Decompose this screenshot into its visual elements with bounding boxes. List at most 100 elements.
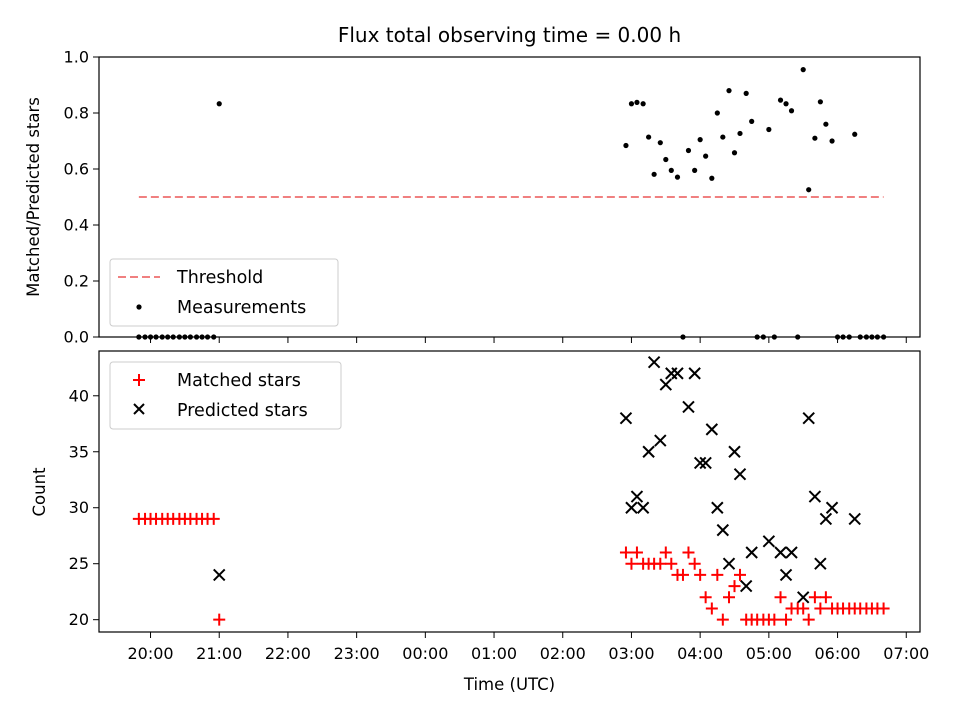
ratio-y-tick-label: 0.2	[64, 272, 89, 291]
matched-star-point	[207, 512, 220, 525]
measurement-point	[783, 101, 789, 107]
x-tick-label: 01:00	[471, 644, 517, 663]
predicted-star-point	[625, 501, 638, 514]
matched-star-point	[774, 591, 787, 604]
matched-star-point	[723, 591, 736, 604]
measurement-point	[852, 131, 858, 137]
ratio-y-tick-label: 0.8	[64, 104, 89, 123]
matched-star-point	[654, 557, 667, 570]
legend-predicted-label: Predicted stars	[177, 401, 308, 421]
predicted-star-point	[647, 355, 661, 369]
predicted-star-point	[636, 501, 650, 514]
predicted-star-point	[682, 400, 695, 414]
predicted-star-point	[642, 445, 655, 458]
x-tick-label: 23:00	[334, 644, 380, 663]
predicted-star-point	[728, 445, 741, 458]
legend-measurements-label: Measurements	[177, 298, 306, 318]
x-tick-label: 21:00	[196, 644, 242, 663]
matched-star-point	[716, 613, 729, 626]
matched-star-point	[768, 613, 781, 626]
measurement-point	[829, 138, 835, 144]
x-tick-label: 07:00	[883, 644, 929, 663]
matched-star-point	[676, 568, 689, 581]
measurement-point	[703, 153, 709, 159]
predicted-star-point	[808, 490, 822, 503]
measurement-point	[777, 97, 784, 103]
predicted-star-point	[705, 423, 719, 436]
matched-star-point	[728, 580, 741, 593]
measurement-point	[651, 171, 657, 177]
measurement-point	[766, 126, 772, 133]
measurement-point	[806, 187, 812, 193]
predicted-star-point	[745, 546, 758, 559]
predicted-star-point	[779, 568, 793, 582]
matched-star-point	[665, 557, 678, 570]
legend-threshold-label: Threshold	[176, 268, 263, 288]
legend-matched-label: Matched stars	[177, 371, 301, 391]
predicted-star-point	[630, 490, 644, 503]
x-tick-label: 00:00	[402, 644, 448, 663]
matched-star-point	[802, 613, 815, 626]
ratio-legend: Threshold Measurements	[109, 258, 339, 327]
x-tick-label: 22:00	[265, 644, 311, 663]
matched-star-point	[699, 591, 712, 604]
ratio-panel: 0.0 0.2 0.4 0.6 0.8 1.0 Matched/Predicted sta…	[24, 48, 921, 347]
ratio-y-tick-label: 0.6	[64, 160, 89, 179]
predicted-star-point	[711, 501, 724, 514]
matched-star-point	[780, 613, 793, 626]
measurement-point	[726, 88, 732, 94]
matched-star-point	[705, 602, 718, 615]
count-y-axis-label: Count	[30, 467, 49, 517]
predicted-star-point	[659, 378, 673, 391]
predicted-star-point	[671, 367, 684, 380]
count-y-tick-label: 20	[69, 610, 89, 629]
measurement-point	[668, 167, 674, 173]
predicted-star-point	[699, 456, 712, 470]
predicted-star-point	[802, 411, 815, 425]
ratio-plot-frame	[98, 56, 921, 338]
predicted-star-point	[716, 523, 730, 537]
matched-star-point	[213, 613, 226, 626]
measurement-point	[749, 118, 755, 124]
legend-predicted-swatch	[133, 403, 145, 415]
measurement-point	[731, 150, 738, 156]
ratio-y-tick-label: 1.0	[64, 48, 89, 67]
matched-star-point	[711, 568, 724, 581]
matched-star-point	[630, 546, 643, 559]
matched-star-point	[808, 591, 821, 604]
measurement-point	[640, 101, 646, 107]
measurement-point	[692, 167, 698, 173]
measurement-point	[685, 147, 692, 154]
x-tick-label: 04:00	[677, 644, 723, 663]
predicted-star-point	[825, 501, 839, 514]
predicted-star-point	[733, 467, 747, 481]
x-tick-label: 02:00	[540, 644, 586, 663]
ratio-legend-box	[109, 258, 339, 327]
predicted-star-point	[693, 456, 707, 470]
x-tick-label: 05:00	[746, 644, 792, 663]
measurement-point	[823, 121, 829, 127]
measurement-point	[216, 101, 222, 107]
predicted-star-point	[739, 579, 753, 593]
predicted-star-point	[688, 367, 701, 380]
matched-star-point	[733, 568, 746, 581]
measurement-point	[800, 67, 806, 73]
ratio-y-tick-label: 0.4	[64, 216, 89, 235]
matched-star-point	[814, 602, 827, 615]
predicted-star-point	[785, 546, 798, 559]
measurement-point	[663, 156, 669, 163]
measurement-point	[709, 175, 715, 181]
matched-star-point	[682, 546, 695, 559]
measurement-point	[817, 99, 823, 105]
measurement-point	[720, 134, 726, 140]
count-legend: Matched stars Predicted stars	[109, 361, 342, 430]
matched-star-point	[625, 557, 638, 570]
predicted-star-point	[796, 591, 810, 604]
legend-matched-swatch	[133, 374, 145, 386]
count-y-tick-label: 35	[69, 442, 89, 461]
measurement-point	[623, 142, 629, 149]
measurement-point	[697, 137, 703, 143]
measurement-point	[737, 130, 743, 137]
count-y-tick-label: 25	[69, 554, 89, 573]
matched-star-point	[819, 591, 832, 604]
